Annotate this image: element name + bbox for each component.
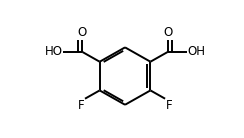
Text: O: O: [163, 26, 173, 39]
Text: F: F: [166, 99, 173, 112]
Text: HO: HO: [45, 45, 63, 58]
Text: O: O: [78, 26, 87, 39]
Text: OH: OH: [187, 45, 205, 58]
Text: F: F: [77, 99, 84, 112]
